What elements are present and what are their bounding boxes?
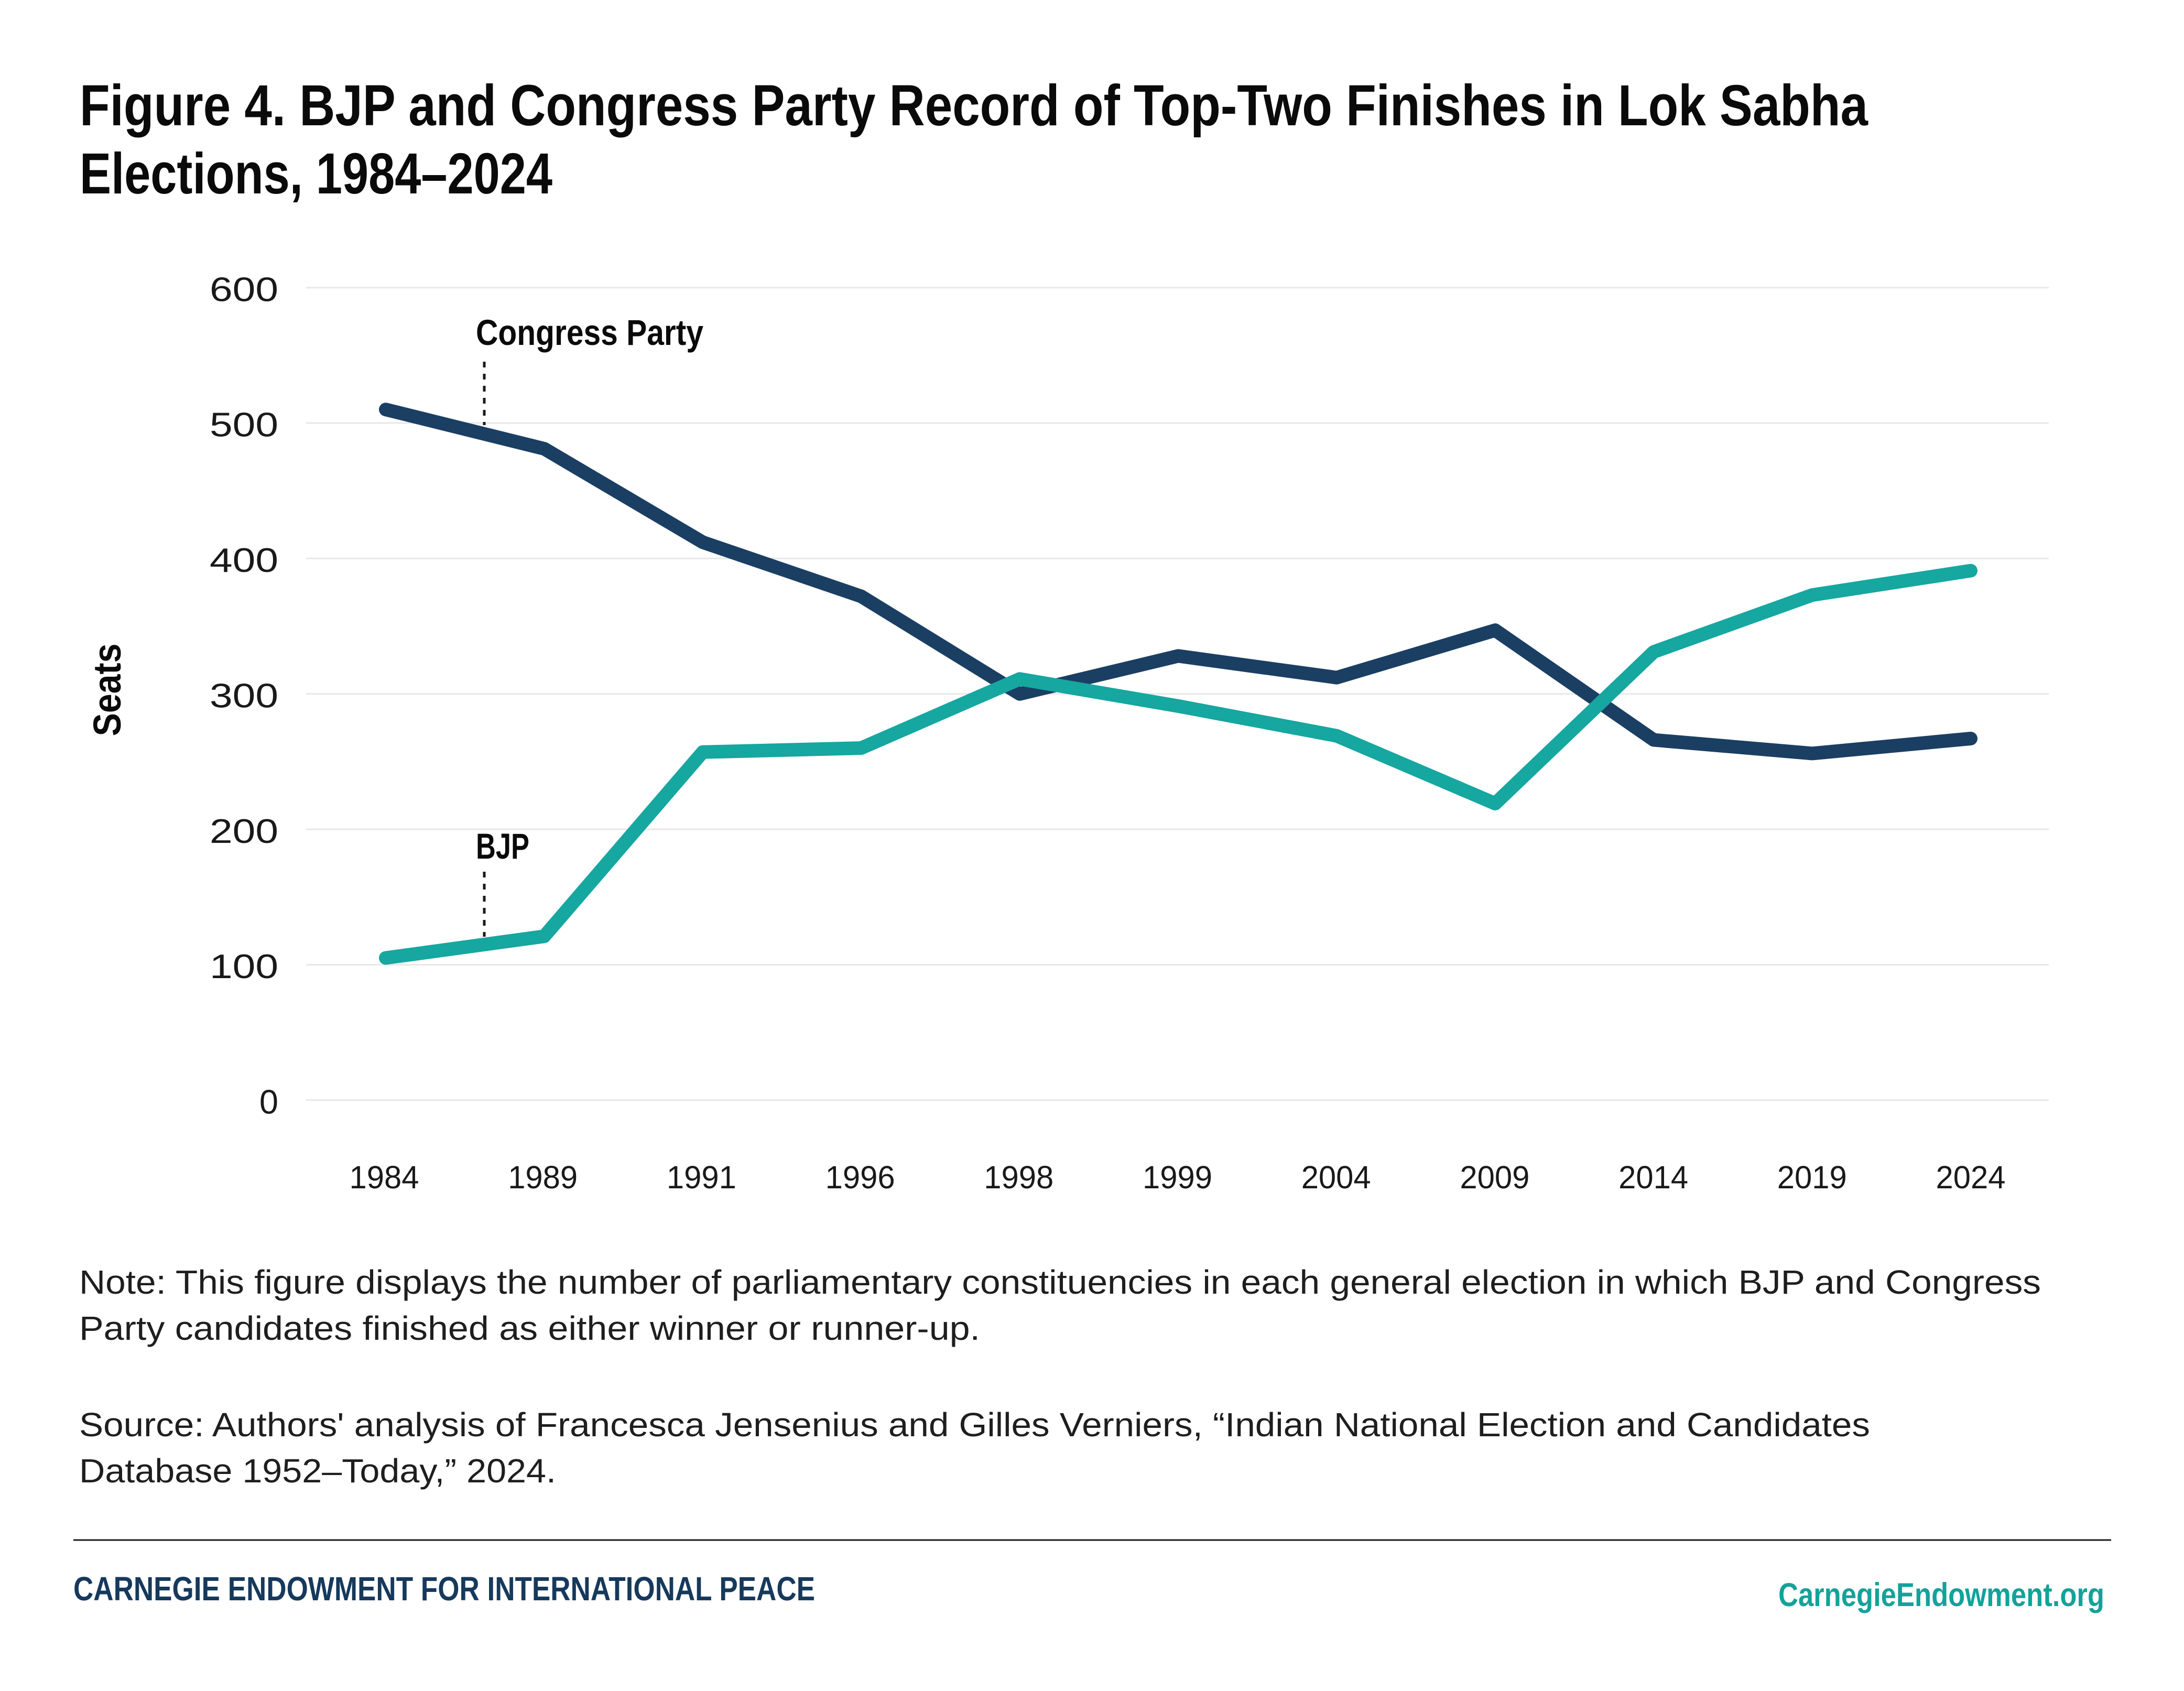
svg-text:Party candidates finished as e: Party candidates finished as either winn… [79,1309,980,1347]
svg-text:2009: 2009 [1460,1159,1529,1195]
svg-text:2019: 2019 [1777,1159,1847,1195]
svg-text:BJP: BJP [476,826,529,866]
svg-text:Database 1952–Today,” 2024.: Database 1952–Today,” 2024. [79,1452,556,1490]
svg-text:2014: 2014 [1618,1159,1688,1195]
svg-text:Note: This figure displays the: Note: This figure displays the number of… [79,1263,2041,1301]
svg-text:200: 200 [210,812,278,850]
svg-text:Congress Party: Congress Party [476,312,703,353]
svg-text:Seats: Seats [85,644,129,736]
svg-text:Figure 4. BJP and Congress Par: Figure 4. BJP and Congress Party Record … [80,73,1868,138]
svg-text:2004: 2004 [1301,1159,1371,1195]
svg-text:1991: 1991 [667,1159,736,1195]
svg-text:Elections, 1984–2024: Elections, 1984–2024 [80,142,552,206]
svg-text:100: 100 [210,947,278,985]
svg-text:2024: 2024 [1936,1159,2006,1195]
svg-text:400: 400 [210,541,278,579]
svg-text:1996: 1996 [825,1159,895,1195]
svg-text:500: 500 [210,406,278,444]
svg-text:1999: 1999 [1143,1159,1212,1195]
svg-text:1989: 1989 [508,1159,578,1195]
svg-text:CARNEGIE ENDOWMENT FOR INTERNA: CARNEGIE ENDOWMENT FOR INTERNATIONAL PEA… [73,1570,815,1608]
svg-text:CarnegieEndowment.org: CarnegieEndowment.org [1778,1577,2104,1613]
svg-text:1998: 1998 [984,1159,1053,1195]
svg-text:600: 600 [210,270,278,308]
svg-text:0: 0 [259,1083,278,1121]
svg-text:Source: Authors' analysis of F: Source: Authors' analysis of Francesca J… [79,1406,1870,1444]
svg-text:300: 300 [210,677,278,715]
svg-text:1984: 1984 [350,1159,419,1195]
